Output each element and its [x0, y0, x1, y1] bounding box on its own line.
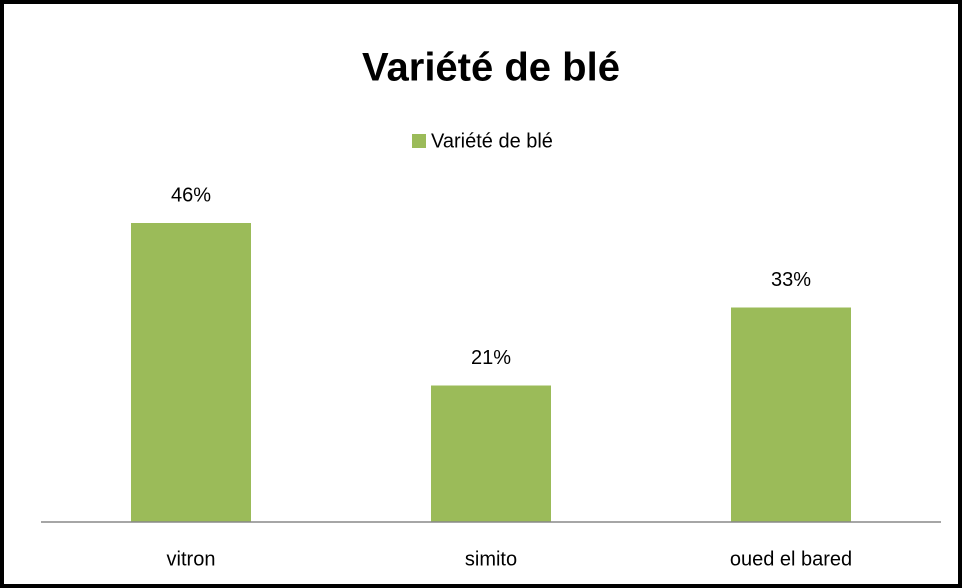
bar [131, 223, 251, 522]
bar [431, 385, 551, 522]
chart-title: Variété de blé [362, 46, 620, 90]
legend-swatch [412, 134, 426, 148]
x-tick-label: oued el bared [730, 548, 852, 570]
data-label: 46% [171, 184, 211, 206]
data-label: 33% [771, 269, 811, 291]
bar [731, 307, 851, 522]
x-tick-label: simito [465, 548, 517, 570]
data-label: 21% [471, 347, 511, 369]
x-tick-label: vitron [167, 548, 216, 570]
legend-label: Variété de blé [431, 130, 553, 152]
